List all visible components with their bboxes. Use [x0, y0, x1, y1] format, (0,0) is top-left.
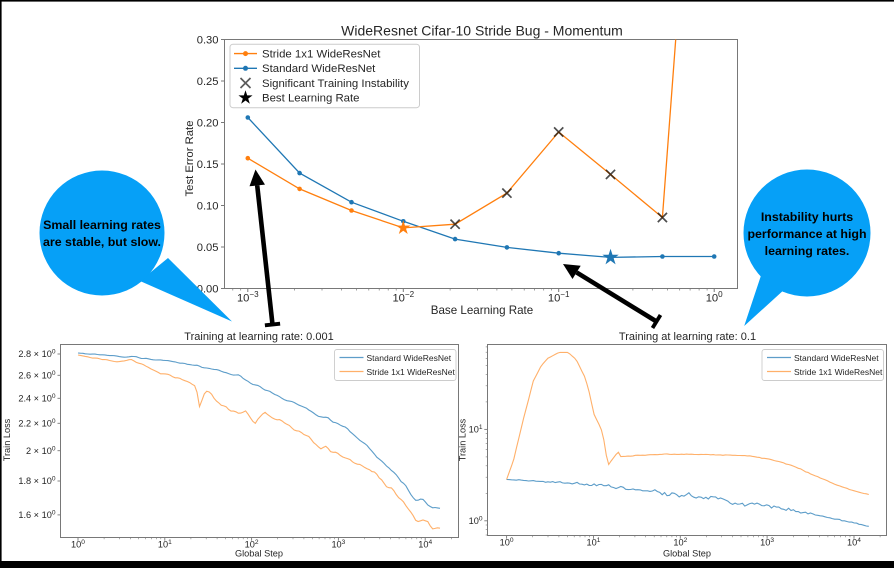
svg-text:Base Learning Rate: Base Learning Rate: [431, 304, 533, 317]
svg-text:0.05: 0.05: [197, 242, 219, 254]
svg-text:2.6 × 100: 2.6 × 100: [18, 370, 55, 381]
svg-text:104: 104: [847, 537, 861, 548]
svg-text:103: 103: [760, 537, 774, 548]
svg-text:103: 103: [331, 539, 345, 550]
svg-text:0.20: 0.20: [197, 118, 219, 130]
svg-text:104: 104: [418, 539, 432, 550]
svg-text:Global Step: Global Step: [663, 549, 711, 559]
svg-text:100: 100: [71, 539, 85, 550]
svg-text:0.10: 0.10: [197, 201, 219, 213]
svg-text:100: 100: [469, 516, 483, 527]
svg-text:1.6 × 100: 1.6 × 100: [18, 510, 55, 521]
svg-text:2 × 100: 2 × 100: [26, 445, 56, 456]
svg-text:Standard WideResNet: Standard WideResNet: [794, 353, 879, 363]
svg-text:1.8 × 100: 1.8 × 100: [18, 476, 55, 487]
svg-text:Train Loss: Train Loss: [2, 418, 12, 461]
svg-text:learning rates.: learning rates.: [765, 244, 850, 258]
svg-text:2.2 × 100: 2.2 × 100: [18, 418, 55, 429]
svg-text:WideResnet Cifar-10 Stride Bug: WideResnet Cifar-10 Stride Bug - Momentu…: [341, 23, 623, 39]
svg-text:101: 101: [158, 539, 172, 550]
svg-text:Global Step: Global Step: [235, 549, 283, 559]
svg-text:Stride 1x1 WideResNet: Stride 1x1 WideResNet: [794, 367, 883, 377]
svg-text:Standard WideResNet: Standard WideResNet: [367, 353, 452, 363]
svg-text:102: 102: [673, 537, 687, 548]
svg-text:0.25: 0.25: [197, 76, 219, 88]
svg-text:are stable, but slow.: are stable, but slow.: [43, 235, 161, 249]
svg-text:Stride 1x1 WideResNet: Stride 1x1 WideResNet: [262, 49, 381, 61]
svg-text:100: 100: [500, 537, 514, 548]
svg-text:Stride 1x1 WideResNet: Stride 1x1 WideResNet: [367, 367, 456, 377]
svg-text:performance at high: performance at high: [747, 227, 866, 241]
svg-text:Significant Training Instabili: Significant Training Instability: [262, 78, 409, 90]
svg-text:2.8 × 100: 2.8 × 100: [18, 349, 55, 360]
svg-text:101: 101: [587, 537, 601, 548]
svg-text:Small learning rates: Small learning rates: [43, 218, 161, 232]
svg-text:Test Error Rate: Test Error Rate: [184, 121, 196, 197]
svg-text:2.4 × 100: 2.4 × 100: [18, 393, 55, 404]
svg-text:0.30: 0.30: [197, 35, 219, 47]
svg-text:102: 102: [245, 539, 259, 550]
svg-text:Instability hurts: Instability hurts: [761, 210, 853, 224]
svg-text:Train Loss: Train Loss: [458, 418, 468, 461]
svg-text:Training at learning rate: 0.1: Training at learning rate: 0.1: [619, 331, 756, 343]
svg-text:Standard WideResNet: Standard WideResNet: [262, 63, 376, 75]
svg-text:0.15: 0.15: [197, 159, 219, 171]
svg-text:101: 101: [469, 424, 483, 435]
svg-text:Best Learning Rate: Best Learning Rate: [262, 93, 360, 105]
svg-text:Training at learning rate: 0.0: Training at learning rate: 0.001: [184, 331, 333, 343]
